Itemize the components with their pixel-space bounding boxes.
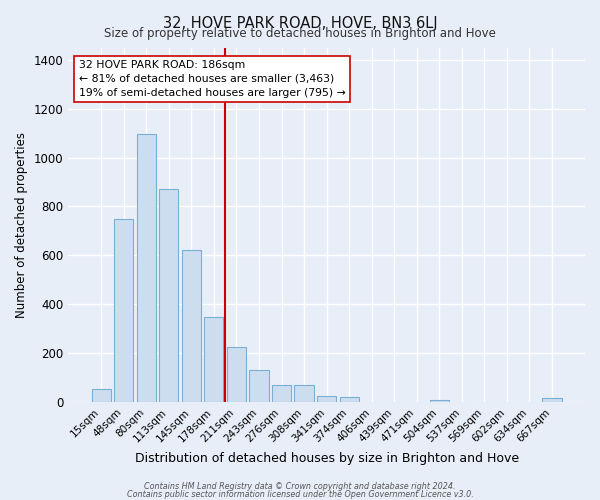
Bar [227,347,246,402]
Text: Size of property relative to detached houses in Brighton and Hove: Size of property relative to detached ho… [104,28,496,40]
Bar [340,397,359,402]
Bar [542,398,562,402]
Bar [159,190,178,402]
Bar [317,396,336,402]
X-axis label: Distribution of detached houses by size in Brighton and Hove: Distribution of detached houses by size … [134,452,518,465]
Bar [272,386,291,402]
Bar [114,218,133,402]
Bar [137,134,156,402]
Bar [92,388,111,402]
Bar [250,370,269,402]
Bar [295,386,314,402]
Y-axis label: Number of detached properties: Number of detached properties [15,132,28,318]
Text: 32 HOVE PARK ROAD: 186sqm
← 81% of detached houses are smaller (3,463)
19% of se: 32 HOVE PARK ROAD: 186sqm ← 81% of detac… [79,60,345,98]
Text: Contains HM Land Registry data © Crown copyright and database right 2024.: Contains HM Land Registry data © Crown c… [144,482,456,491]
Bar [182,250,201,402]
Text: Contains public sector information licensed under the Open Government Licence v3: Contains public sector information licen… [127,490,473,499]
Bar [205,317,223,402]
Text: 32, HOVE PARK ROAD, HOVE, BN3 6LJ: 32, HOVE PARK ROAD, HOVE, BN3 6LJ [163,16,437,31]
Bar [430,400,449,402]
